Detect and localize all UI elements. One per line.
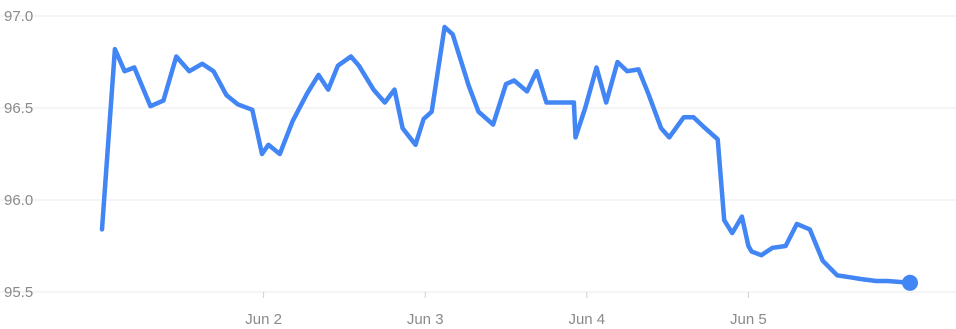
grid-lines [0,15,956,293]
y-tick-label: 97.0 [4,8,33,25]
x-tick-label: Jun 3 [407,311,444,328]
series-line [99,24,913,286]
last-point-marker[interactable] [902,274,918,291]
y-tick-label: 96.0 [4,192,33,209]
x-tick-label: Jun 2 [245,311,282,328]
x-tick-label: Jun 4 [568,311,605,328]
y-tick-label: 96.5 [4,100,33,117]
series-layer [99,24,918,291]
x-axis-tick-labels: Jun 2 Jun 3 Jun 4 Jun 5 [245,292,767,328]
y-axis-tick-labels: 95.5 96.0 96.5 97.0 [4,8,33,301]
y-tick-label: 95.5 [4,284,33,301]
x-tick-label: Jun 5 [730,311,767,328]
